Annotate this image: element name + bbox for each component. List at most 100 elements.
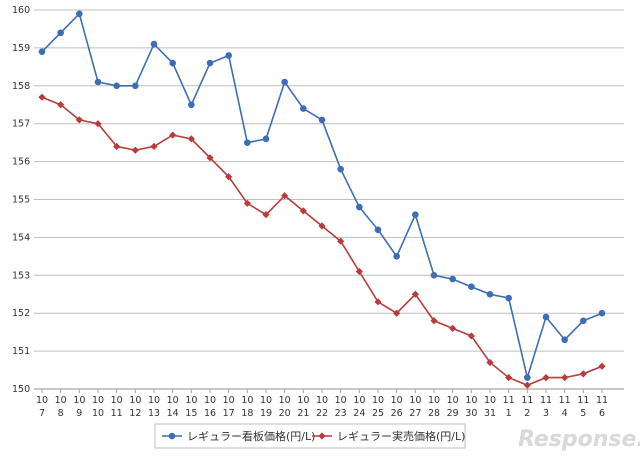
x-tick-month: 10 xyxy=(223,395,235,406)
x-tick-month: 11 xyxy=(503,395,515,406)
legend: レギュラー看板価格(円/L) レギュラー実売価格(円/L) xyxy=(154,423,466,449)
series-1-point xyxy=(76,10,83,18)
series-line-2 xyxy=(41,96,603,387)
x-tick-day: 13 xyxy=(148,408,160,419)
x-tick-month: 10 xyxy=(372,395,384,406)
x-tick-month: 10 xyxy=(167,395,179,406)
series-2-point xyxy=(299,207,307,215)
x-tick-day: 25 xyxy=(372,408,384,419)
x-tick-month: 10 xyxy=(111,395,123,406)
x-tick-month: 10 xyxy=(447,395,459,406)
x-tick-month: 10 xyxy=(185,395,197,406)
series-2-point xyxy=(505,374,513,382)
series-1-point xyxy=(486,290,494,298)
x-tick-day: 15 xyxy=(185,408,197,419)
x-tick-day: 17 xyxy=(223,408,235,419)
x-tick-day: 24 xyxy=(353,408,365,419)
y-tick-label: 156 xyxy=(12,157,30,168)
y-tick-label: 153 xyxy=(12,270,30,281)
series-2-point xyxy=(374,298,382,306)
series-2-point xyxy=(206,154,214,162)
x-tick-day: 27 xyxy=(409,408,421,419)
x-tick-month: 10 xyxy=(55,395,67,406)
series-2-point xyxy=(561,374,569,382)
series-2-point xyxy=(449,324,457,332)
x-tick-month: 10 xyxy=(129,395,141,406)
series-1-point xyxy=(337,165,344,173)
series-2-point xyxy=(243,199,251,207)
x-tick-day: 1 xyxy=(506,408,512,419)
series-2-point xyxy=(187,135,195,143)
series-2-point xyxy=(225,173,233,181)
series-2-point xyxy=(523,381,531,389)
series-1-point xyxy=(580,317,587,325)
x-tick-day: 9 xyxy=(76,408,82,419)
x-tick-day: 5 xyxy=(580,408,586,419)
x-tick-day: 7 xyxy=(39,408,45,419)
series-2-point xyxy=(467,332,475,340)
x-tick-day: 14 xyxy=(167,408,179,419)
y-tick-label: 155 xyxy=(12,195,30,206)
series-2-point xyxy=(355,267,363,276)
x-tick-day: 3 xyxy=(543,408,549,419)
series-1-point xyxy=(430,272,438,279)
series-1-point xyxy=(561,336,568,344)
series-1-point xyxy=(393,253,400,260)
series-1-point xyxy=(150,40,158,48)
x-tick-month: 10 xyxy=(260,395,272,406)
x-tick-month: 10 xyxy=(409,395,421,406)
series-1-point xyxy=(38,48,46,55)
series-1-point xyxy=(281,78,288,86)
series-1-point xyxy=(188,101,195,109)
legend-swatch-marker xyxy=(168,432,176,440)
series-2-point xyxy=(393,309,401,317)
x-tick-day: 6 xyxy=(599,408,605,419)
y-tick-label: 157 xyxy=(12,119,30,130)
series-2-point xyxy=(150,142,158,151)
series-2-point xyxy=(281,192,289,200)
y-tick-label: 159 xyxy=(12,43,30,54)
series-2-point xyxy=(598,362,606,370)
x-tick-month: 10 xyxy=(241,395,253,406)
x-tick-month: 10 xyxy=(36,395,48,406)
x-tick-day: 31 xyxy=(484,408,496,419)
series-2-point xyxy=(38,93,46,101)
x-tick-month: 10 xyxy=(92,395,104,406)
x-tick-month: 11 xyxy=(540,395,552,406)
x-tick-day: 26 xyxy=(391,408,403,419)
series-1-point xyxy=(244,139,251,146)
x-tick-day: 18 xyxy=(241,408,253,419)
series-2-point xyxy=(262,211,270,219)
series-1-point xyxy=(374,226,382,234)
series-2-point xyxy=(542,374,550,382)
series-2-point xyxy=(411,290,419,298)
y-axis: 150 151 152 153 154 155 156 157 158 159 160 xyxy=(12,5,30,395)
series-1-point xyxy=(169,59,176,67)
y-tick-label: 158 xyxy=(12,81,30,92)
x-tick-day: 28 xyxy=(428,408,440,419)
y-tick-label: 150 xyxy=(12,384,30,395)
x-tick-day: 10 xyxy=(92,408,104,419)
x-tick-month: 10 xyxy=(391,395,403,406)
series-1-point xyxy=(468,283,475,290)
series-2-point xyxy=(57,101,65,109)
legend-label-1: レギュラー看板価格(円/L) xyxy=(187,429,315,443)
x-tick-month: 10 xyxy=(428,395,440,406)
x-tick-day: 11 xyxy=(111,408,123,419)
series-2-point xyxy=(113,142,121,151)
x-tick-month: 10 xyxy=(465,395,477,406)
series-1-point xyxy=(262,135,270,143)
x-tick-day: 8 xyxy=(58,408,64,419)
legend-box xyxy=(154,423,466,449)
x-tick-month: 10 xyxy=(297,395,309,406)
series-2-point xyxy=(75,116,83,124)
x-tick-day: 16 xyxy=(204,408,216,419)
series-1-point xyxy=(505,294,512,302)
y-tick-label: 160 xyxy=(12,5,30,16)
series-2-point xyxy=(486,358,494,367)
x-tick-month: 11 xyxy=(559,395,571,406)
series-1-point xyxy=(300,105,307,112)
x-tick-month: 10 xyxy=(279,395,291,406)
series-1-point xyxy=(542,313,550,321)
